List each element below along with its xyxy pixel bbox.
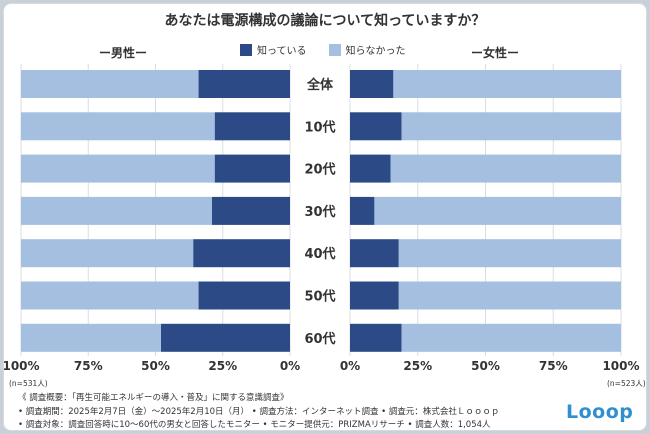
survey-note-3: • 調査対象：調査回答時に10〜60代の男女と回答したモニター • モニター提供… [18, 420, 491, 430]
female-bar-unknown-2 [390, 154, 621, 183]
category-label-4: 40代 [304, 246, 335, 262]
male-bar-known-1 [214, 112, 290, 141]
bar-chart: 全体 10代 20代 30代 40代 50代 60代 0% 0% 25% 25% 50% 50% 75% 7… [4, 64, 640, 373]
female-bar-unknown-5 [398, 281, 621, 310]
female-bar-unknown-4 [398, 239, 621, 268]
male-bar-known-3 [211, 196, 290, 225]
female-bar-known-3 [350, 196, 375, 225]
male-tick-label-75: 75% [74, 359, 103, 373]
male-bar-unknown-5 [21, 281, 199, 310]
category-label-2: 20代 [304, 162, 335, 178]
chart-title: あなたは電源構成の議論について知っていますか？ [164, 13, 486, 29]
female-bar-known-0 [350, 70, 394, 98]
female-section-label: ー女性ー [471, 46, 520, 60]
female-sample-size: (n=523人) [607, 379, 646, 388]
male-bar-known-4 [193, 239, 290, 268]
female-bar-unknown-1 [401, 112, 621, 141]
female-bar-known-4 [350, 239, 399, 268]
male-bar-unknown-6 [21, 323, 161, 352]
female-bar-known-5 [350, 281, 399, 310]
female-bar-known-2 [350, 154, 391, 183]
male-bar-unknown-4 [21, 239, 194, 268]
female-tick-label-100: 100% [602, 359, 639, 373]
male-bar-unknown-2 [21, 154, 215, 183]
legend: 知っている 知らなかった [240, 42, 428, 57]
legend-item-unknown: 知らなかった [328, 42, 406, 57]
male-tick-label-50: 50% [141, 359, 170, 373]
category-label-5: 50代 [304, 289, 335, 305]
male-bar-known-0 [198, 70, 290, 98]
category-label-1: 10代 [304, 119, 335, 135]
category-label-0: 全体 [306, 77, 334, 93]
female-bar-known-6 [350, 323, 402, 352]
looop-logo: Looop [566, 401, 634, 423]
female-tick-label-25: 25% [403, 359, 432, 373]
legend-swatch-known [240, 43, 252, 56]
female-bar-unknown-6 [401, 323, 621, 352]
male-section-label: ー男性ー [99, 46, 148, 60]
male-bar-known-6 [160, 323, 290, 352]
male-sample-size: (n=531人) [9, 379, 48, 388]
male-bar-unknown-0 [21, 70, 199, 98]
legend-label-unknown: 知らなかった [345, 46, 406, 57]
female-bar-unknown-3 [374, 196, 621, 225]
female-bar-unknown-0 [393, 70, 621, 98]
female-tick-label-75: 75% [539, 359, 568, 373]
male-bar-unknown-3 [21, 196, 212, 225]
legend-label-known: 知っている [257, 46, 307, 57]
chart-frame: あなたは電源構成の議論について知っていますか？ ー男性ー ー女性ー 知っている … [3, 3, 647, 431]
male-bar-known-2 [214, 154, 290, 183]
female-bar-known-1 [350, 112, 402, 141]
female-tick-label-0: 0% [340, 359, 360, 373]
male-bar-unknown-1 [21, 112, 215, 141]
category-label-3: 30代 [304, 204, 335, 220]
male-bar-known-5 [198, 281, 290, 310]
female-tick-label-50: 50% [471, 359, 500, 373]
legend-swatch-unknown [328, 43, 341, 56]
survey-note-1: 《 調査概要：「再生可能エネルギーの導入・普及」に関する意識調査》 [18, 393, 289, 403]
male-tick-label-25: 25% [208, 359, 237, 373]
male-tick-label-100: 100% [4, 359, 40, 373]
category-label-6: 60代 [304, 331, 335, 347]
legend-item-known: 知っている [240, 42, 307, 57]
male-tick-label-0: 0% [280, 359, 300, 373]
survey-note-2: • 調査期間：2025年2月7日（金）〜2025年2月10日（月） • 調査方法… [18, 407, 500, 417]
